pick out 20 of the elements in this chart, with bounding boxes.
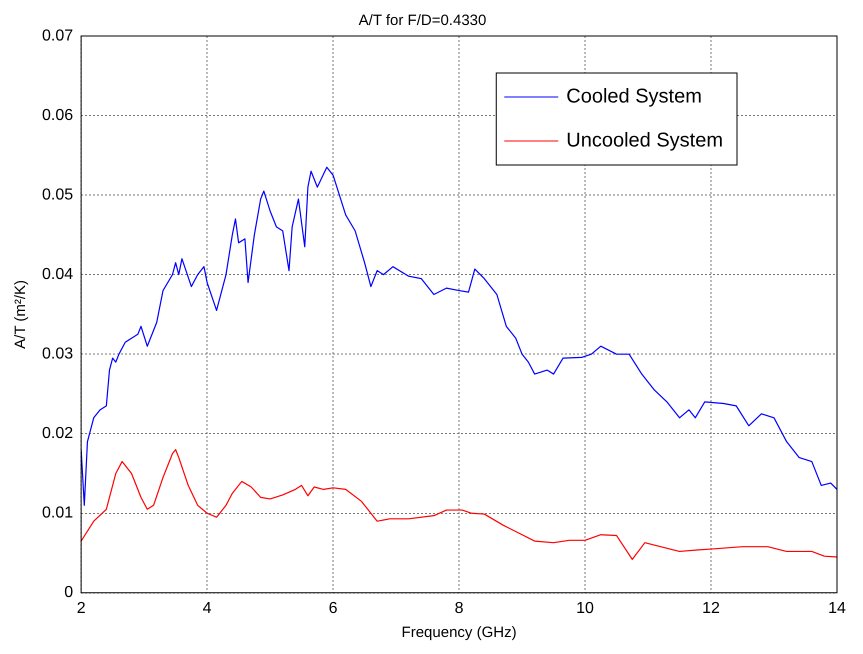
x-tick-label: 12	[702, 600, 720, 617]
y-tick-label: 0.03	[42, 346, 74, 363]
x-axis-title: Frequency (GHz)	[402, 624, 517, 642]
legend-label: Cooled System	[566, 86, 702, 108]
x-tick-label: 2	[76, 600, 86, 617]
y-tick-label: 0.06	[42, 106, 74, 124]
x-tick-label: 8	[454, 600, 464, 617]
y-tick-label: 0.04	[42, 266, 74, 284]
x-tick-label: 4	[202, 600, 212, 617]
x-tick-label: 10	[576, 600, 594, 617]
y-tick-label: 0.01	[42, 504, 74, 522]
y-axis-title: A/T (m²/K)	[12, 280, 30, 349]
legend-label: Uncooled System	[566, 130, 724, 152]
x-tick-label: 14	[828, 600, 846, 617]
y-tick-label: 0	[64, 584, 74, 602]
y-tick-label: 0.02	[42, 425, 74, 442]
y-tick-label: 0.05	[42, 186, 74, 204]
chart-title: A/T for F/D=0.4330	[358, 12, 486, 30]
x-tick-label: 6	[328, 600, 338, 617]
y-tick-label: 0.07	[42, 27, 74, 44]
